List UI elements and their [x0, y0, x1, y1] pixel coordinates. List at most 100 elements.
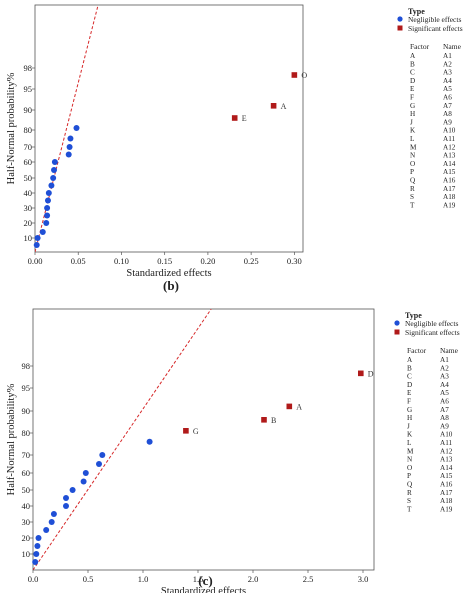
factor-table-cell: A3: [443, 69, 452, 77]
negligible-effect-point: [51, 159, 58, 165]
negligible-effect-point: [63, 503, 69, 509]
legend-title: Type: [405, 311, 422, 320]
negligible-effect-point: [43, 527, 50, 533]
negligible-effect-point: [48, 519, 55, 525]
factor-table-cell: N: [407, 456, 413, 464]
factor-table-cell: A11: [440, 439, 453, 447]
reference-line: [35, 5, 99, 252]
factor-table-cell: A12: [443, 143, 456, 151]
legend-label: Significant effects: [405, 328, 460, 337]
y-axis-title: Half-Normal probability%: [6, 383, 17, 495]
factor-table-cell: A: [410, 52, 416, 60]
factor-table-cell: A10: [440, 431, 453, 439]
x-axis-title: Standardized effects: [126, 268, 211, 279]
x-tick-label: 0.10: [114, 256, 129, 266]
x-tick-label: 1.0: [138, 574, 149, 584]
factor-table-cell: A19: [443, 201, 456, 209]
significant-effect-point: [291, 72, 298, 78]
negligible-effect-point: [34, 543, 41, 549]
negligible-effect-point: [50, 175, 57, 181]
factor-table-cell: S: [410, 193, 414, 201]
negligible-effect-point: [66, 144, 73, 150]
factor-table-cell: T: [410, 201, 415, 209]
factor-table-cell: L: [410, 135, 414, 143]
negligible-effect-point: [33, 242, 40, 248]
factor-table-cell: K: [407, 431, 413, 439]
y-tick-label: 20: [22, 533, 31, 543]
factor-table-cell: R: [410, 185, 415, 193]
factor-table-cell: E: [407, 389, 412, 397]
negligible-effect-point: [44, 205, 51, 211]
factor-table-cell: A19: [440, 505, 453, 513]
factor-table-header: Factor: [410, 42, 430, 51]
factor-table-cell: B: [410, 60, 415, 68]
x-tick-label: 0.30: [287, 256, 302, 266]
effect-label: O: [301, 71, 307, 80]
y-tick-label: 98: [24, 63, 33, 73]
y-tick-label: 40: [24, 188, 33, 198]
factor-table-cell: M: [410, 143, 417, 151]
x-tick-label: 0.05: [71, 256, 86, 266]
factor-table-cell: H: [407, 414, 412, 422]
y-tick-label: 60: [22, 468, 31, 478]
significant-effect-point: [183, 428, 189, 434]
negligible-effect-point: [80, 478, 87, 485]
factor-table-cell: J: [410, 118, 413, 126]
significant-effect-point: [286, 403, 293, 410]
significant-effect-point: [231, 115, 238, 121]
factor-table-header: Name: [440, 346, 459, 355]
factor-table-cell: S: [407, 497, 411, 505]
negligible-effect-point: [35, 535, 42, 541]
effect-label: G: [193, 427, 199, 436]
y-tick-label: 30: [22, 517, 31, 527]
factor-table-cell: P: [407, 472, 411, 480]
y-tick-label: 98: [22, 361, 31, 371]
y-tick-label: 90: [24, 105, 33, 115]
factor-table-header: Name: [443, 42, 462, 51]
y-tick-label: 80: [24, 125, 33, 135]
x-tick-label: 0.15: [157, 256, 172, 266]
negligible-effect-point: [67, 135, 74, 142]
y-tick-label: 50: [22, 485, 31, 495]
factor-table-cell: R: [407, 489, 412, 497]
significant-effect-point: [358, 370, 364, 377]
effect-label: A: [296, 402, 302, 411]
legend-label: Negligible effects: [405, 319, 458, 328]
factor-table-cell: A4: [440, 381, 449, 389]
factor-table-cell: A13: [443, 152, 456, 160]
factor-table-cell: A1: [440, 356, 449, 364]
negligible-effect-point: [99, 452, 106, 458]
factor-table-cell: P: [410, 168, 414, 176]
factor-table-cell: A1: [443, 52, 452, 60]
factor-table-cell: N: [410, 152, 416, 160]
effect-label: B: [271, 416, 276, 425]
factor-table-cell: A17: [443, 185, 456, 193]
factor-table-cell: A: [407, 356, 413, 364]
factor-table-cell: F: [407, 398, 411, 406]
x-tick-label: 2.5: [303, 574, 314, 584]
x-tick-label: 1.5: [193, 574, 204, 584]
negligible-effect-point: [69, 487, 76, 493]
factor-table-cell: D: [410, 77, 415, 85]
chart-panel-c: 10 20 30 40 50 60 70 80 90 95 98 0.0 0.5 1.0 1.5 2.0 2.5…: [6, 308, 460, 593]
factor-table-cell: O: [407, 464, 412, 472]
legend-marker-square: [397, 25, 403, 31]
legend-marker-square: [394, 329, 400, 335]
factor-table-cell: J: [407, 422, 410, 430]
negligible-effect-point: [63, 495, 69, 501]
factor-table-cell: A7: [440, 406, 449, 414]
negligible-effect-point: [43, 220, 50, 226]
factor-table-cell: A9: [443, 118, 452, 126]
negligible-effect-point: [65, 151, 72, 158]
factor-table-cell: M: [407, 447, 414, 455]
factor-table-cell: A9: [440, 422, 449, 430]
plot-frame: [34, 4, 304, 253]
factor-table-cell: B: [407, 364, 412, 372]
factor-table-cell: T: [407, 505, 412, 513]
significant-effect-point: [270, 103, 277, 109]
factor-table-cell: A16: [443, 177, 456, 185]
panel-label: (c): [198, 573, 212, 588]
y-tick-label: 50: [24, 173, 33, 183]
factor-table-cell: D: [407, 381, 412, 389]
